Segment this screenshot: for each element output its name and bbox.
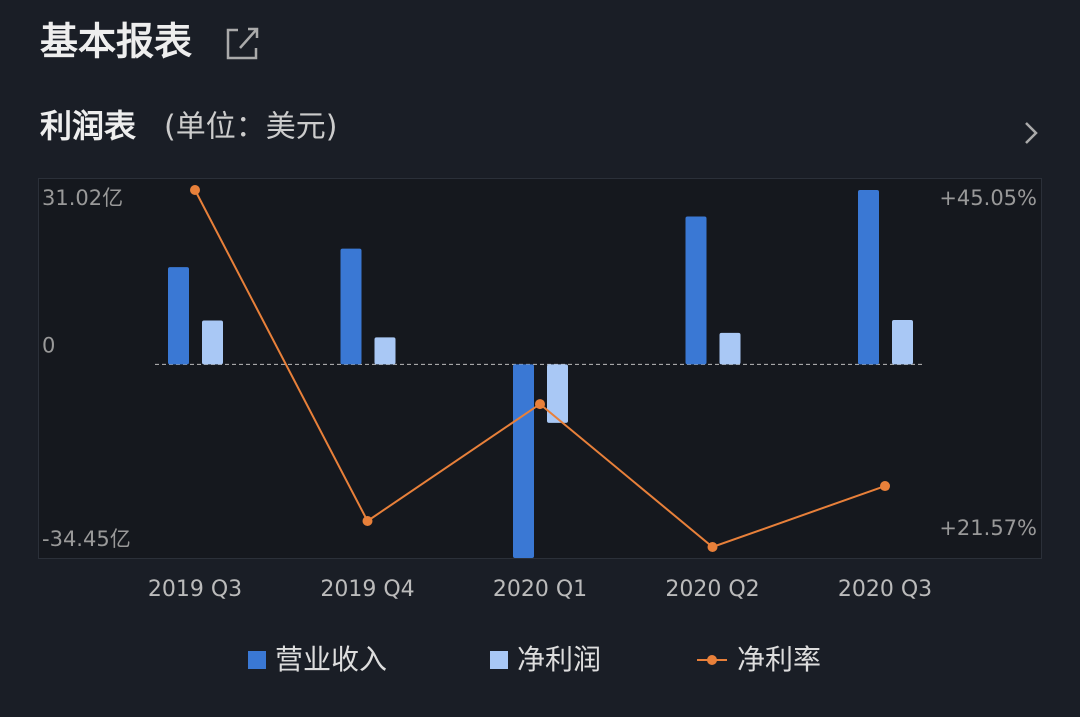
x-tick-label: 2019 Q3	[148, 577, 242, 602]
bar	[202, 320, 223, 365]
y-tick-label: 31.02亿	[42, 186, 123, 210]
rate-point	[362, 516, 373, 527]
share-icon[interactable]	[226, 27, 259, 60]
chevron[interactable]	[1025, 122, 1038, 144]
rate-point	[190, 185, 200, 195]
y2-tick-label: +21.57%	[939, 516, 1037, 540]
legend-swatch	[707, 655, 717, 665]
x-tick-label: 2019 Q4	[320, 577, 414, 602]
bar	[168, 267, 189, 365]
x-tick-label: 2020 Q2	[665, 577, 759, 602]
page-title: 基本报表	[40, 20, 192, 64]
rate-point	[535, 399, 545, 410]
chart-panel	[38, 178, 1042, 559]
bar	[685, 216, 707, 365]
section-unit: (单位：美元)	[164, 110, 337, 145]
bar	[892, 319, 913, 365]
bar	[374, 337, 396, 365]
x-tick-label: 2020 Q3	[838, 577, 932, 602]
bar	[340, 248, 362, 365]
y-tick-label: 0	[42, 333, 55, 357]
rate-point	[880, 481, 890, 492]
rate-point	[707, 542, 718, 552]
bar	[858, 190, 879, 365]
legend-label: 营业收入	[275, 643, 387, 676]
legend-swatch	[248, 651, 266, 669]
section-title: 利润表	[40, 107, 136, 145]
x-tick-label: 2020 Q1	[493, 577, 587, 602]
bar	[547, 364, 568, 423]
legend-swatch	[490, 651, 508, 669]
bar	[513, 364, 534, 558]
legend-label: 净利率	[737, 643, 821, 676]
bar	[719, 332, 741, 365]
y-tick-label: -34.45亿	[42, 527, 131, 551]
y2-tick-label: +45.05%	[939, 186, 1037, 210]
legend-label: 净利润	[517, 643, 601, 676]
